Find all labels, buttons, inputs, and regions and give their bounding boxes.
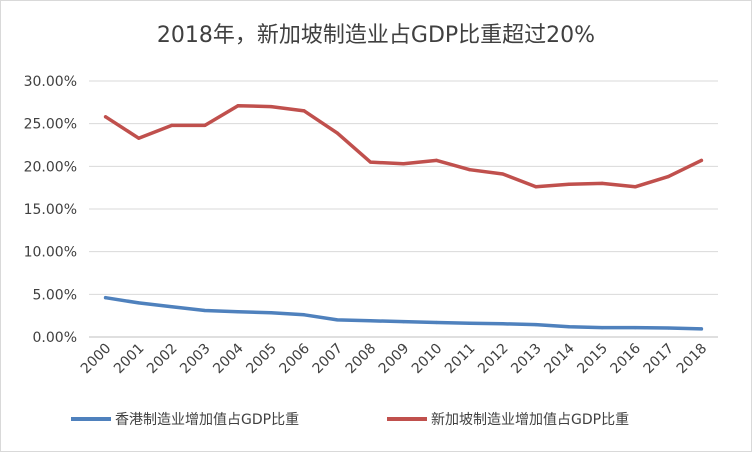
y-tick-label: 15.00%: [24, 202, 77, 218]
data-point: [302, 313, 306, 317]
data-point: [501, 322, 505, 326]
legend-swatch-singapore: [387, 417, 427, 421]
x-tick-label: 2013: [508, 341, 545, 378]
data-point: [203, 123, 207, 127]
x-tick-label: 2003: [177, 341, 214, 378]
data-point: [567, 182, 571, 186]
y-axis-ticks: 0.00% 5.00% 10.00% 15.00% 20.00% 25.00% 30.00%: [24, 74, 77, 346]
data-point: [633, 326, 637, 330]
data-point: [633, 185, 637, 189]
x-tick-label: 2005: [243, 341, 280, 378]
data-point: [600, 326, 604, 330]
data-point: [103, 115, 108, 119]
legend: 香港制造业增加值占GDP比重 新加坡制造业增加值占GDP比重: [1, 409, 751, 431]
data-point: [368, 160, 372, 164]
y-tick-label: 30.00%: [24, 74, 77, 90]
legend-item-hong-kong: 香港制造业增加值占GDP比重: [71, 409, 299, 429]
data-point: [137, 301, 141, 305]
series-line-hong-kong: [103, 295, 704, 331]
data-point: [335, 131, 339, 135]
data-point: [435, 158, 439, 162]
x-tick-label: 2008: [343, 341, 380, 378]
data-point: [401, 320, 406, 324]
data-point: [170, 123, 174, 127]
x-tick-label: 2011: [442, 341, 479, 378]
data-point: [600, 181, 604, 185]
y-tick-label: 20.00%: [24, 159, 77, 175]
data-point: [236, 310, 240, 314]
data-point: [137, 136, 141, 140]
data-point: [666, 326, 670, 330]
data-point: [501, 172, 505, 176]
data-point: [269, 311, 273, 315]
gridlines: [89, 80, 718, 338]
data-point: [534, 185, 538, 189]
legend-label-hong-kong: 香港制造业增加值占GDP比重: [115, 412, 300, 428]
y-tick-label: 10.00%: [24, 245, 77, 261]
x-tick-label: 2009: [376, 341, 413, 378]
x-tick-label: 2016: [608, 340, 645, 377]
data-point: [401, 162, 406, 166]
data-point: [435, 320, 439, 325]
series-lines: [103, 103, 704, 331]
x-tick-label: 2007: [310, 341, 347, 378]
y-tick-label: 25.00%: [24, 117, 77, 133]
chart-title: 2018年，新加坡制造业占GDP比重超过20%: [156, 23, 596, 48]
x-tick-label: 2002: [144, 341, 181, 378]
x-tick-label: 2010: [409, 341, 446, 378]
x-tick-label: 2000: [78, 341, 115, 378]
x-tick-label: 2012: [475, 341, 512, 378]
series-line-singapore: [103, 103, 704, 189]
x-axis-ticks: 2000200120022003200420052006200720082009…: [78, 340, 710, 377]
y-tick-label: 0.00%: [33, 330, 77, 346]
x-tick-label: 2015: [574, 341, 611, 378]
legend-item-singapore: 新加坡制造业增加值占GDP比重: [387, 409, 629, 429]
data-point: [203, 308, 207, 313]
data-point: [236, 104, 240, 108]
data-point: [699, 327, 704, 331]
x-tick-label: 2001: [111, 341, 148, 378]
x-tick-label: 2018: [674, 341, 711, 378]
legend-swatch-hong-kong: [71, 417, 111, 421]
data-point: [269, 105, 273, 109]
data-point: [699, 158, 704, 162]
x-tick-label: 2006: [276, 340, 313, 377]
y-tick-label: 5.00%: [33, 287, 77, 303]
data-point: [103, 296, 108, 300]
data-point: [468, 321, 472, 325]
x-tick-label: 2004: [210, 340, 247, 377]
data-point: [302, 109, 306, 113]
x-tick-label: 2014: [541, 340, 578, 377]
data-point: [368, 319, 372, 323]
data-point: [170, 305, 174, 309]
data-point: [567, 325, 571, 329]
legend-label-singapore: 新加坡制造业增加值占GDP比重: [431, 412, 630, 428]
data-point: [534, 323, 538, 327]
x-tick-label: 2017: [641, 341, 678, 378]
data-point: [335, 318, 339, 322]
data-point: [666, 174, 670, 179]
data-point: [468, 168, 472, 172]
